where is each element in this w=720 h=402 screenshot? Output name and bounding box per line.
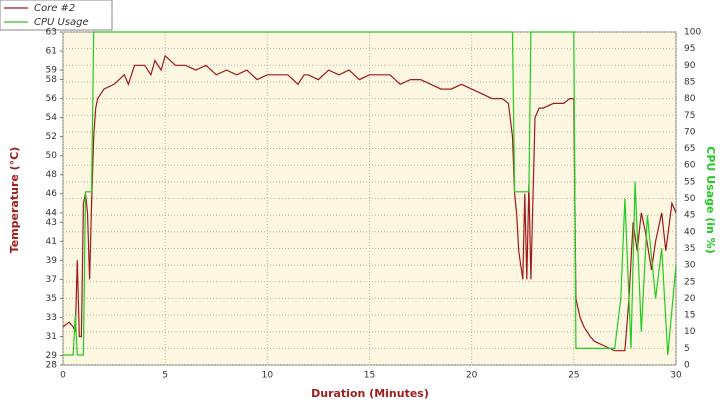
y2-tick-label: 85 — [684, 77, 695, 87]
x-tick-label: 10 — [262, 371, 274, 381]
y2-tick-label: 40 — [684, 227, 696, 237]
y2-tick-label: 70 — [684, 127, 696, 137]
y-tick-label: 54 — [46, 113, 58, 123]
y2-axis-title: CPU Usage (in %) — [704, 146, 717, 253]
y2-tick-label: 45 — [684, 211, 695, 221]
y2-tick-label: 35 — [684, 244, 695, 254]
y2-tick-label: 90 — [684, 61, 696, 71]
y2-tick-label: 20 — [684, 294, 696, 304]
y-tick-label: 41 — [46, 237, 57, 247]
y2-tick-label: 80 — [684, 94, 696, 104]
legend-label: Core #2 — [34, 3, 75, 14]
x-tick-label: 20 — [466, 371, 478, 381]
y2-tick-label: 10 — [684, 327, 696, 337]
y2-tick-label: 60 — [684, 161, 696, 171]
y-tick-label: 46 — [46, 189, 58, 199]
y2-tick-label: 100 — [684, 28, 701, 38]
y-tick-label: 37 — [46, 275, 57, 285]
y2-tick-label: 30 — [684, 261, 696, 271]
y-tick-label: 35 — [46, 294, 57, 304]
y2-tick-label: 50 — [684, 194, 696, 204]
legend: Core #2 CPU Usage — [0, 0, 113, 31]
legend-box — [0, 0, 113, 31]
y-axis-title: Temperature (°C) — [8, 147, 21, 254]
y-tick-label: 59 — [46, 66, 58, 76]
y2-tick-label: 55 — [684, 177, 695, 187]
y-tick-label: 31 — [46, 332, 57, 342]
y2-tick-label: 15 — [684, 311, 695, 321]
y-tick-label: 58 — [46, 75, 58, 85]
y-tick-label: 39 — [46, 256, 58, 266]
x-tick-label: 0 — [60, 371, 66, 381]
legend-label: CPU Usage — [34, 17, 89, 28]
y-tick-label: 56 — [46, 94, 58, 104]
y2-tick-label: 5 — [684, 344, 690, 354]
y-tick-label: 28 — [46, 361, 58, 371]
y2-tick-label: 0 — [684, 361, 690, 371]
y2-tick-label: 65 — [684, 144, 695, 154]
y-tick-label: 48 — [46, 170, 58, 180]
y-tick-label: 44 — [46, 208, 58, 218]
series-line — [62, 54, 677, 352]
y2-tick-label: 95 — [684, 44, 695, 54]
series-line — [63, 31, 677, 356]
x-tick-label: 25 — [568, 371, 579, 381]
y2-tick-label: 75 — [684, 111, 695, 121]
y-tick-label: 63 — [46, 28, 57, 38]
x-tick-label: 5 — [162, 371, 168, 381]
y-tick-label: 61 — [46, 47, 57, 57]
y-tick-label: 52 — [46, 132, 57, 142]
y2-tick-label: 25 — [684, 277, 695, 287]
y-tick-label: 50 — [46, 151, 58, 161]
y-tick-label: 29 — [46, 351, 58, 361]
x-axis-title: Duration (Minutes) — [311, 387, 429, 400]
x-tick-label: 30 — [670, 371, 682, 381]
y-tick-label: 43 — [46, 218, 57, 228]
y-tick-label: 33 — [46, 313, 57, 323]
x-tick-label: 15 — [364, 371, 375, 381]
